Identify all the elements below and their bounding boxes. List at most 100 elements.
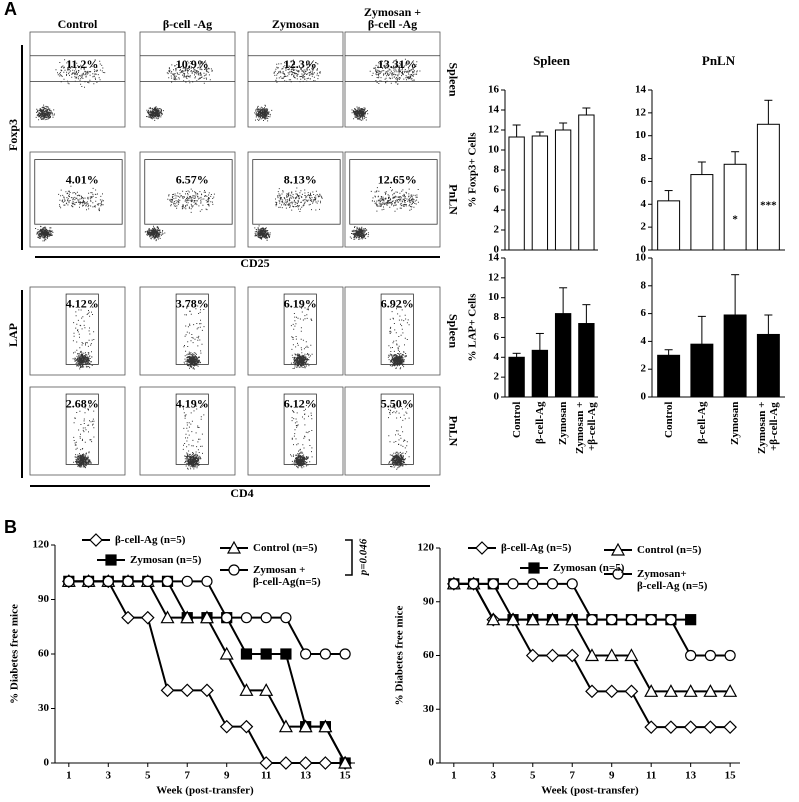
bar [690,343,714,398]
marker [259,756,274,770]
legend-label: Zymosan (n=5) [130,554,202,566]
percentage: 4.01% [66,172,99,186]
x-tick-label: 11 [646,770,656,782]
significance: ** [558,361,570,373]
x-tick-label: Control [662,402,675,439]
x-tick-label: 15 [340,770,352,782]
legend-label: Control (n=5) [637,544,702,556]
marker [298,719,313,733]
percentage: 12.3% [284,57,317,71]
x-tick-label: 1 [66,770,72,782]
marker [525,648,540,663]
marker [645,614,657,626]
y-tick-label: 4 [494,351,500,363]
marker [665,614,677,626]
legend-label: Zymosan (n=5) [553,562,625,574]
marker [604,648,619,662]
marker [121,610,135,625]
marker [528,562,540,574]
significance: * [732,214,738,226]
y-tick-label: 8 [494,311,500,323]
marker [180,610,195,624]
y-tick-label: 0 [641,244,647,256]
gate [34,159,123,225]
marker [486,612,501,626]
marker [507,578,519,590]
y-tick-label: 30 [38,702,50,714]
marker [683,720,698,735]
percentage: 12.65% [378,172,417,186]
marker [644,720,659,735]
marker [338,755,353,769]
x-tick-label: 11 [261,770,271,782]
marker [280,612,292,624]
series-line [453,582,731,693]
gate [248,55,343,82]
marker [475,541,489,555]
events [351,58,421,121]
y-tick-label: 60 [423,649,435,661]
y-axis-label: % Foxp3+ Cells [467,132,479,208]
marker [201,575,213,587]
marker [724,649,736,662]
y-tick-label: 2 [641,221,647,233]
marker [664,720,678,735]
bar [578,114,595,251]
y-tick-label: 60 [38,648,50,660]
percentage: 2.68% [66,396,99,410]
y-tick-label: 12 [635,106,647,118]
plot-frame [247,386,344,476]
y-tick-label: 10 [635,252,647,264]
marker [566,578,578,590]
marker [318,756,333,770]
y-tick-label: 120 [33,539,50,551]
percentage: 11.2% [66,57,98,71]
gate [140,55,235,82]
marker [612,568,624,580]
events [35,59,106,121]
panel-letter: B [4,517,17,537]
y-tick-label: 120 [418,542,435,554]
percentage: 6.12% [284,396,317,410]
x-tick-label: Zymosan + +β-cell-Ag [574,402,599,455]
marker [319,648,331,660]
bar [554,129,572,251]
y-tick-label: 30 [423,703,435,715]
x-tick-label: β-cell-Ag [695,402,708,445]
x-tick-label: Zymosan [557,402,570,446]
y-tick-label: 6 [494,331,500,343]
x-tick-label: Control [510,402,523,439]
x-tick-label: 15 [725,770,737,782]
marker [703,720,718,735]
marker [200,683,214,698]
x-tick-label: 13 [300,770,312,782]
bar [508,136,525,251]
tissue-label: Spleen [446,314,460,348]
marker [604,684,619,699]
significance: * [584,365,590,377]
events [144,188,215,242]
legend-label: β-cell-Ag (n=5) [501,542,572,554]
x-axis-label: Week (post-transfer) [156,785,254,797]
y-tick-label: 0 [494,391,500,403]
marker [565,612,580,626]
bar [756,123,780,251]
marker [487,578,499,590]
marker [448,578,460,590]
bar [508,356,525,398]
bar [578,323,595,398]
y-tick-label: 0 [429,757,435,769]
marker [586,614,598,626]
gate [144,159,233,225]
y-tick-label: 14 [488,104,500,116]
y-tick-label: 90 [38,593,50,605]
marker [525,612,540,626]
y-tick-label: 10 [635,129,647,141]
x-tick-label: 7 [569,770,575,782]
events [387,304,410,370]
events [290,405,313,469]
x-tick-label: 5 [530,770,536,782]
marker [226,540,242,554]
marker [161,575,174,587]
